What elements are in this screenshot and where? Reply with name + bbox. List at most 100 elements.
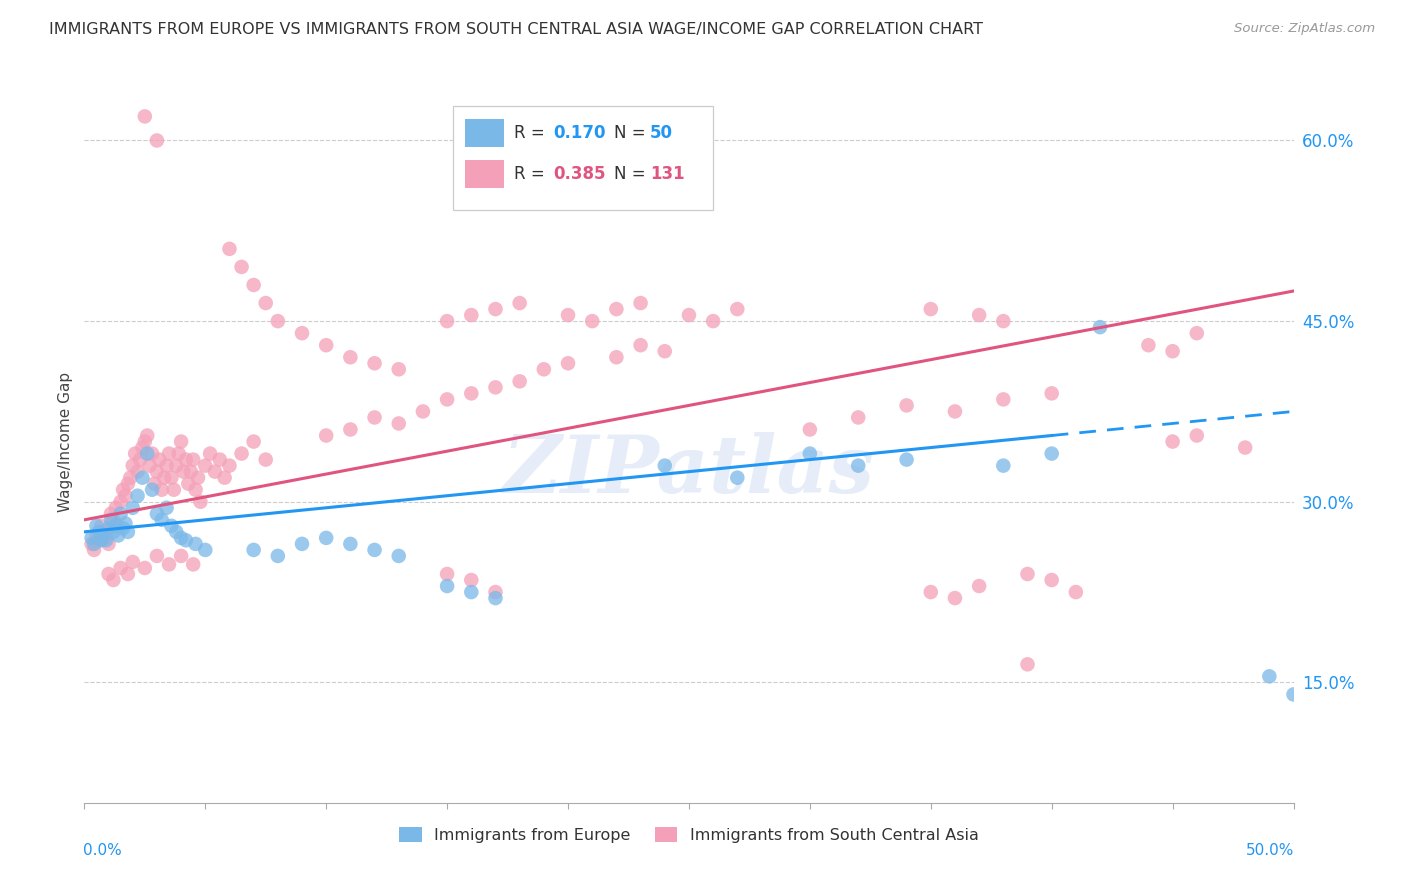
Point xyxy=(242,434,264,449)
Point xyxy=(110,507,132,521)
Point xyxy=(100,513,122,527)
Point xyxy=(484,380,506,394)
Point xyxy=(725,301,748,316)
Point xyxy=(134,434,156,449)
Point xyxy=(509,374,531,388)
Point xyxy=(218,458,240,473)
Text: R =: R = xyxy=(513,165,550,183)
Point xyxy=(181,558,204,572)
Point xyxy=(103,573,125,587)
Point xyxy=(920,585,942,599)
Point xyxy=(315,338,337,352)
Point xyxy=(114,489,136,503)
Point xyxy=(141,446,163,460)
Text: 0.170: 0.170 xyxy=(554,124,606,142)
Point xyxy=(896,452,918,467)
Point xyxy=(799,423,821,437)
Point xyxy=(484,591,506,606)
Point xyxy=(112,521,135,535)
Point xyxy=(90,533,112,548)
Point xyxy=(117,567,139,582)
Point xyxy=(184,483,207,497)
Point xyxy=(170,549,193,563)
Point xyxy=(557,308,579,322)
Point xyxy=(127,489,149,503)
Point xyxy=(484,301,506,316)
Point xyxy=(1088,320,1111,334)
Point xyxy=(150,513,173,527)
Bar xyxy=(465,161,503,188)
Point xyxy=(993,392,1015,407)
Point xyxy=(167,446,190,460)
Point xyxy=(460,573,482,587)
Point xyxy=(630,296,652,310)
Point xyxy=(170,434,193,449)
Point xyxy=(993,314,1015,328)
Point xyxy=(388,549,411,563)
Point xyxy=(160,518,183,533)
Point xyxy=(131,470,153,484)
Point xyxy=(208,452,231,467)
Point xyxy=(388,417,411,431)
Point xyxy=(146,465,169,479)
Point xyxy=(93,524,115,539)
Point xyxy=(1185,326,1208,340)
Point xyxy=(943,404,966,418)
Point xyxy=(93,528,115,542)
Point xyxy=(103,524,125,539)
Text: N =: N = xyxy=(614,124,651,142)
Point xyxy=(363,356,385,370)
Text: R =: R = xyxy=(513,124,550,142)
Point xyxy=(509,296,531,310)
Point xyxy=(412,404,434,418)
Point xyxy=(107,528,129,542)
Point xyxy=(967,308,990,322)
Text: Source: ZipAtlas.com: Source: ZipAtlas.com xyxy=(1234,22,1375,36)
Point xyxy=(204,465,226,479)
Point xyxy=(581,314,603,328)
Point xyxy=(97,537,120,551)
Point xyxy=(254,296,277,310)
Point xyxy=(198,446,221,460)
Point xyxy=(153,470,176,484)
Point xyxy=(86,528,108,542)
Point xyxy=(141,483,163,497)
Point xyxy=(157,446,180,460)
Point xyxy=(605,301,627,316)
Point xyxy=(157,558,180,572)
Point xyxy=(1017,567,1039,582)
Point xyxy=(363,410,385,425)
Point xyxy=(436,579,458,593)
Point xyxy=(87,533,110,548)
Point xyxy=(315,428,337,442)
Point xyxy=(170,531,193,545)
Point xyxy=(120,470,142,484)
Text: 0.385: 0.385 xyxy=(554,165,606,183)
Point xyxy=(104,518,127,533)
Text: 50: 50 xyxy=(650,124,673,142)
Point xyxy=(1040,446,1063,460)
Point xyxy=(110,561,132,575)
Point xyxy=(110,494,132,508)
Point xyxy=(187,470,209,484)
Text: 0.0%: 0.0% xyxy=(83,843,122,857)
Point xyxy=(557,356,579,370)
Point xyxy=(117,524,139,539)
Point xyxy=(194,542,217,557)
Point xyxy=(339,537,361,551)
Y-axis label: Wage/Income Gap: Wage/Income Gap xyxy=(58,371,73,512)
Text: ZIPatlas: ZIPatlas xyxy=(503,432,875,509)
Point xyxy=(896,398,918,412)
Text: 50.0%: 50.0% xyxy=(1246,843,1295,857)
Point xyxy=(121,458,143,473)
Point xyxy=(363,542,385,557)
Point xyxy=(112,483,135,497)
Point xyxy=(231,446,253,460)
Point xyxy=(121,500,143,515)
Point xyxy=(117,476,139,491)
Point xyxy=(267,549,290,563)
Point xyxy=(1017,657,1039,672)
Text: N =: N = xyxy=(614,165,651,183)
Point xyxy=(725,470,748,484)
Point xyxy=(967,579,990,593)
